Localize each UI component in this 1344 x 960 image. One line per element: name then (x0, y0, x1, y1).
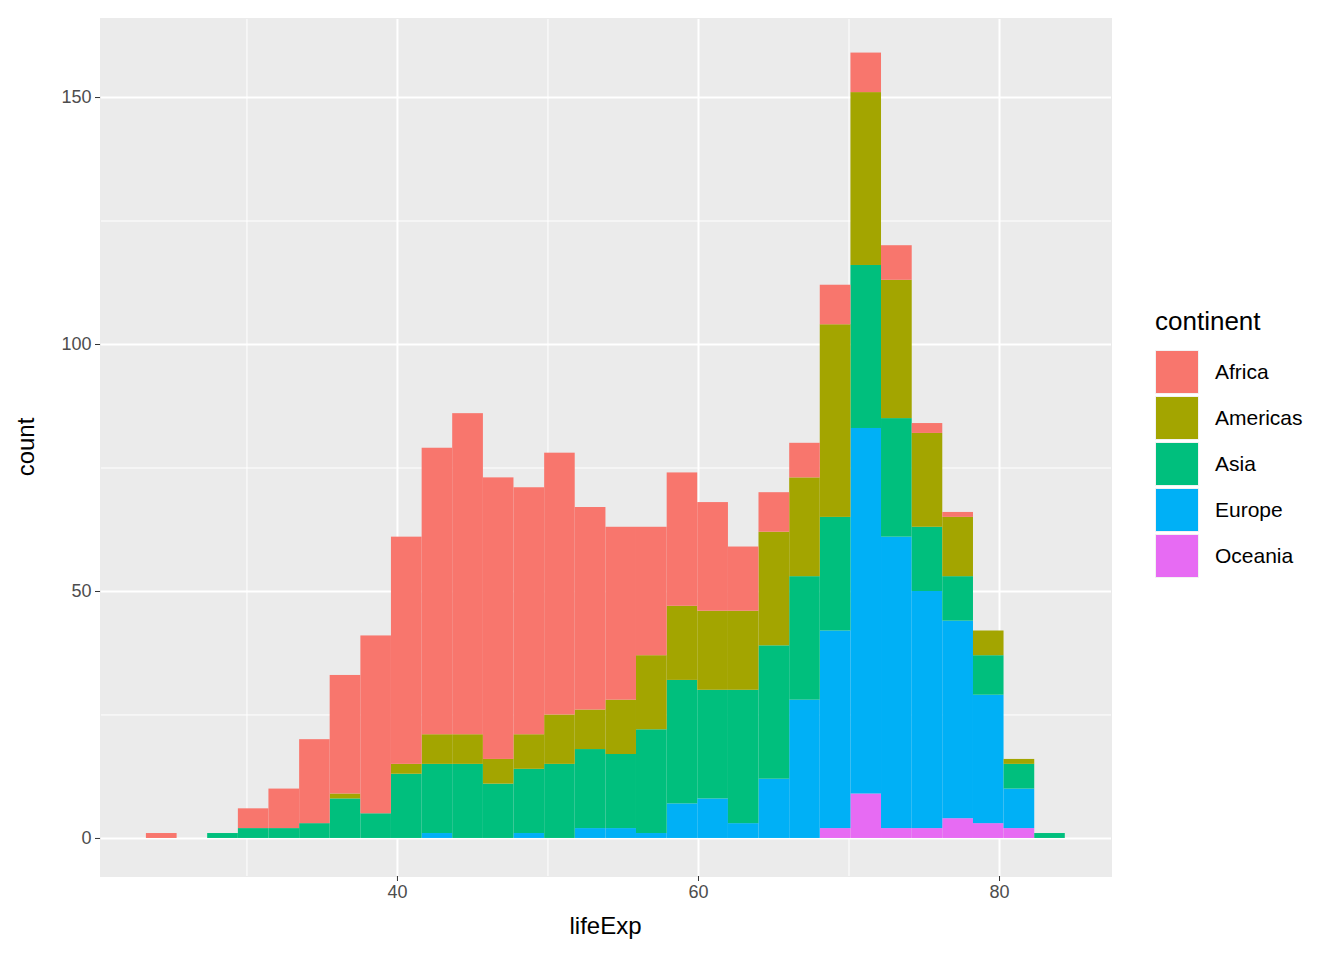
html-text:Africa: Africa (1215, 360, 1269, 383)
svg-text:40: 40 (387, 882, 407, 902)
svg-text:100: 100 (61, 334, 91, 354)
html-text:Americas: Americas (1215, 406, 1303, 429)
html-text:Europe: Europe (1215, 498, 1283, 521)
svg-text:80: 80 (990, 882, 1010, 902)
html-text:continent: continent (1155, 306, 1261, 336)
svg-text:50: 50 (71, 581, 91, 601)
html-text:Oceania: Oceania (1215, 544, 1294, 567)
html-text:count: count (12, 417, 39, 477)
svg-text:60: 60 (688, 882, 708, 902)
svg-text:0: 0 (81, 828, 91, 848)
html-text:lifeExp: lifeExp (569, 912, 642, 939)
svg-text:150: 150 (61, 87, 91, 107)
html-text:Asia: Asia (1215, 452, 1256, 475)
